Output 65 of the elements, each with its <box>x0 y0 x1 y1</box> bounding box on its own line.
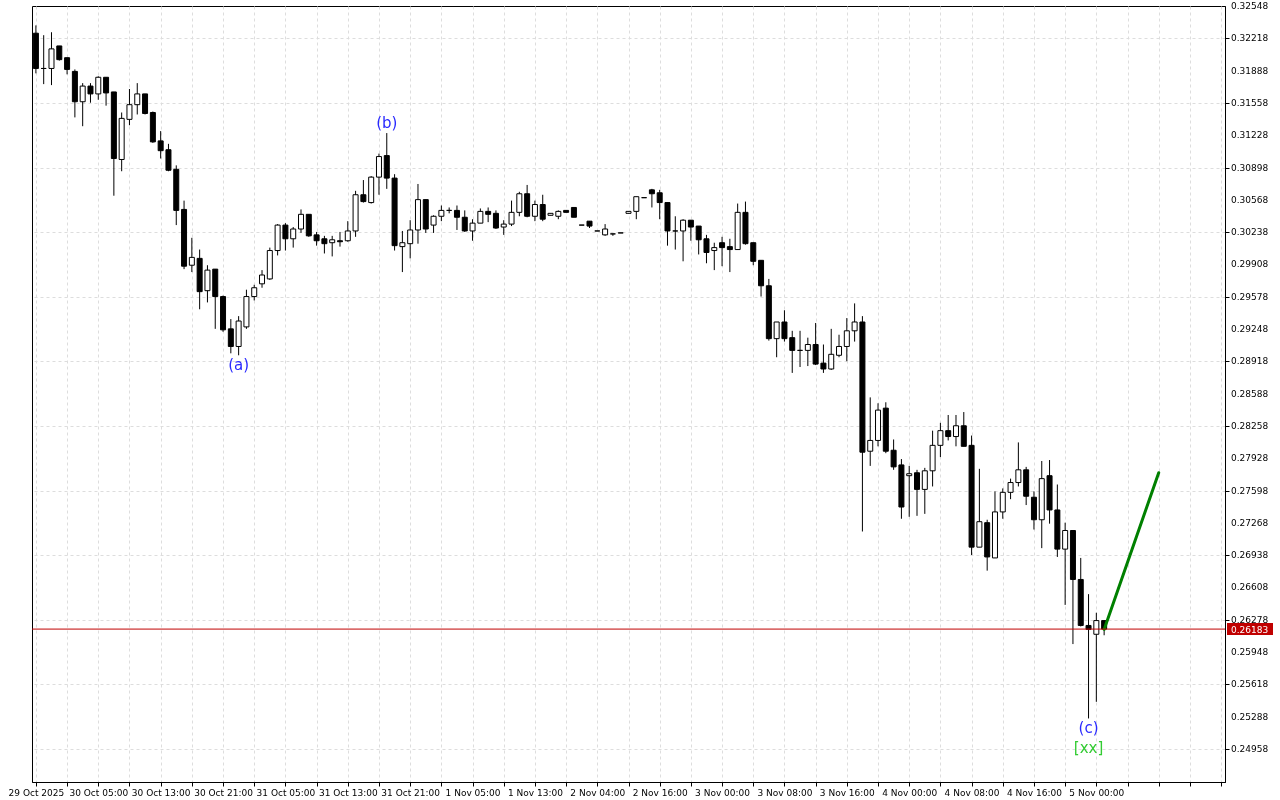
candlestick <box>687 219 694 242</box>
y-tick-label: 0.25288 <box>1231 711 1269 722</box>
candlestick <box>375 153 382 196</box>
y-tick-label: 0.28918 <box>1231 356 1269 367</box>
y-tick-label: 0.29908 <box>1231 259 1269 270</box>
candlestick <box>524 184 531 218</box>
y-tick-label: 0.31558 <box>1231 97 1269 108</box>
candlestick <box>1030 490 1037 531</box>
candlestick <box>952 414 959 447</box>
candlestick <box>337 231 343 248</box>
candlestick <box>726 238 733 273</box>
y-tick-label: 0.29248 <box>1231 324 1269 335</box>
x-tick-label: 1 Nov 13:00 <box>507 787 564 798</box>
x-tick-label: 5 Nov 00:00 <box>1069 787 1125 798</box>
candlestick <box>453 205 460 231</box>
y-tick-label: 0.25618 <box>1231 679 1269 690</box>
x-tick-label: 4 Nov 16:00 <box>1006 787 1063 798</box>
x-tick-label: 3 Nov 16:00 <box>819 787 876 798</box>
x-tick-label: 31 Oct 13:00 <box>318 787 378 798</box>
annotation: (c) <box>1078 719 1099 738</box>
y-tick-label: 0.30568 <box>1231 194 1269 205</box>
annotation: [xx] <box>1073 739 1104 758</box>
y-tick-label: 0.28258 <box>1231 420 1269 431</box>
candlestick <box>485 206 492 223</box>
x-tick-label: 4 Nov 08:00 <box>944 787 1000 798</box>
y-tick-label: 0.29578 <box>1231 291 1269 302</box>
candlestick <box>298 208 305 234</box>
annotation: (a) <box>228 356 250 375</box>
candlestick <box>531 200 538 222</box>
candlestick <box>719 236 726 267</box>
y-tick-label: 0.27268 <box>1231 517 1269 528</box>
x-tick-label: 29 Oct 2025 <box>8 787 65 798</box>
ref-line-label: 0.26183 <box>1231 625 1269 636</box>
x-tick-label: 31 Oct 21:00 <box>381 787 441 798</box>
x-tick-label: 1 Nov 05:00 <box>445 787 501 798</box>
candlestick <box>609 233 616 237</box>
candlestick <box>672 215 679 251</box>
y-tick-label: 0.26278 <box>1231 614 1269 625</box>
x-tick-label: 30 Oct 05:00 <box>69 787 129 798</box>
x-tick-label: 2 Nov 16:00 <box>632 787 688 798</box>
x-tick-label: 4 Nov 00:00 <box>882 787 938 798</box>
x-tick-label: 3 Nov 08:00 <box>757 787 813 798</box>
y-tick-label: 0.28588 <box>1231 388 1269 399</box>
candlestick <box>103 76 110 107</box>
y-tick-label: 0.30238 <box>1231 227 1269 238</box>
x-tick-label: 30 Oct 21:00 <box>194 787 254 798</box>
y-tick-label: 0.31228 <box>1231 130 1269 141</box>
x-tick-label: 2 Nov 04:00 <box>570 787 626 798</box>
y-tick-label: 0.32218 <box>1231 33 1269 44</box>
annotation: (b) <box>376 114 398 133</box>
y-tick-label: 0.25948 <box>1231 647 1269 658</box>
candlestick <box>680 218 687 262</box>
y-tick-label: 0.27928 <box>1231 453 1269 464</box>
candlestick <box>914 469 920 517</box>
y-tick-label: 0.30898 <box>1231 162 1269 173</box>
candlestick <box>836 334 843 358</box>
y-tick-label: 0.31888 <box>1231 65 1269 76</box>
x-tick-label: 31 Oct 05:00 <box>256 787 316 798</box>
x-tick-label: 30 Oct 13:00 <box>131 787 191 798</box>
y-tick-label: 0.26608 <box>1231 582 1269 593</box>
y-tick-label: 0.24958 <box>1231 744 1269 755</box>
x-tick-label: 3 Nov 00:00 <box>695 787 751 798</box>
y-tick-label: 0.32548 <box>1231 1 1269 11</box>
y-tick-label: 0.27598 <box>1231 485 1269 496</box>
y-tick-label: 0.26938 <box>1231 550 1269 561</box>
